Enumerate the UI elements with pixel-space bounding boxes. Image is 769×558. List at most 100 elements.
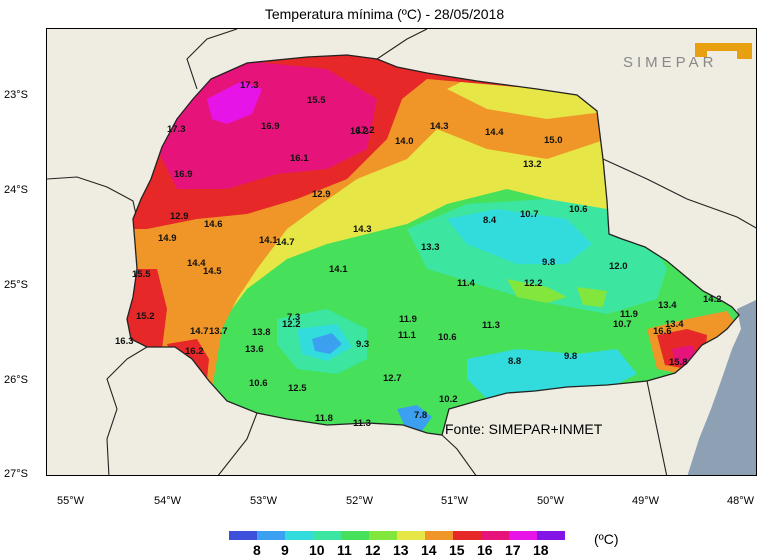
station-value: 14.4 xyxy=(485,127,504,138)
station-value: 13.4 xyxy=(658,300,677,311)
station-value: 11.3 xyxy=(482,320,500,331)
station-value: 9.3 xyxy=(356,339,369,350)
legend-label: 11 xyxy=(337,542,352,558)
station-value: 11.4 xyxy=(457,278,476,289)
lon-label: 51°W xyxy=(441,495,469,507)
lon-label: 50°W xyxy=(537,495,565,507)
lon-label: 49°W xyxy=(632,495,660,507)
station-value: 11.9 xyxy=(399,314,417,325)
station-value: 16.1 xyxy=(290,153,309,164)
station-value: 13.6 xyxy=(245,344,264,355)
station-value: 14.6 xyxy=(204,219,223,230)
legend-label: 8 xyxy=(253,542,261,558)
station-value: 9.8 xyxy=(542,257,555,268)
station-value: 17.3 xyxy=(240,80,259,91)
lon-label: 55°W xyxy=(57,495,85,507)
station-value: 14.2 xyxy=(703,294,722,305)
station-value: 16.6 xyxy=(653,326,672,337)
station-value: 14.4 xyxy=(187,258,206,269)
lat-label: 26°S xyxy=(4,374,28,386)
station-value: 15.2 xyxy=(136,311,155,322)
legend-label: 13 xyxy=(393,542,409,558)
station-value: 15.5 xyxy=(307,95,326,106)
legend-label: 18 xyxy=(533,542,549,558)
station-value: 14.0 xyxy=(395,136,414,147)
station-value: 11.8 xyxy=(315,413,333,424)
color-legend xyxy=(229,531,565,540)
lat-label: 27°S xyxy=(4,468,28,480)
station-value: 14.1 xyxy=(259,235,278,246)
station-value: 16.2 xyxy=(350,126,369,137)
legend-label: 16 xyxy=(477,542,493,558)
lat-label: 23°S xyxy=(4,89,28,101)
legend-swatch xyxy=(453,531,481,540)
station-value: 14.1 xyxy=(329,264,348,275)
legend-swatch xyxy=(285,531,313,540)
map-panel: SIMEPAR 17.3 15.5 17.3 16.9 16.2 14.3 14… xyxy=(46,28,757,476)
station-value: 10.6 xyxy=(249,378,268,389)
lon-label: 48°W xyxy=(727,495,755,507)
station-value: 10.6 xyxy=(569,204,588,215)
station-value: 14.7 xyxy=(276,237,295,248)
station-value: 13.4 xyxy=(665,319,684,330)
legend-label: 14 xyxy=(421,542,437,558)
legend-label: 9 xyxy=(281,542,289,558)
station-value: 14.5 xyxy=(203,266,222,277)
station-value: 7.8 xyxy=(414,410,427,421)
station-value: 11.9 xyxy=(620,309,638,320)
station-value: 16.2 xyxy=(185,346,204,357)
station-value: 13.8 xyxy=(252,327,271,338)
station-value: 10.6 xyxy=(438,332,457,343)
station-value: 12.0 xyxy=(609,261,628,272)
legend-swatch xyxy=(313,531,341,540)
station-value: 14.3 xyxy=(353,224,372,235)
legend-label: 10 xyxy=(309,542,325,558)
legend-label: 17 xyxy=(505,542,521,558)
station-value: 16.9 xyxy=(174,169,193,180)
station-value: 13.2 xyxy=(523,159,542,170)
legend-swatch xyxy=(397,531,425,540)
station-value: 7.3 xyxy=(287,312,300,323)
station-value: 15.0 xyxy=(544,135,563,146)
legend-label: 15 xyxy=(449,542,465,558)
lon-label: 54°W xyxy=(154,495,182,507)
lon-label: 53°W xyxy=(250,495,278,507)
legend-label: 12 xyxy=(365,542,381,558)
lat-label: 25°S xyxy=(4,279,28,291)
temperature-map: SIMEPAR 17.3 15.5 17.3 16.9 16.2 14.3 14… xyxy=(47,29,756,475)
legend-swatch xyxy=(229,531,257,540)
station-value: 10.2 xyxy=(439,394,458,405)
station-value: 8.4 xyxy=(483,215,497,226)
station-value: 12.9 xyxy=(170,211,189,222)
logo-text: SIMEPAR xyxy=(623,54,717,71)
lon-label: 52°W xyxy=(346,495,374,507)
station-value: 12.9 xyxy=(312,189,331,200)
station-value: 11.1 xyxy=(398,330,417,341)
station-value: 11.3 xyxy=(353,418,371,429)
station-value: 15.8 xyxy=(669,357,688,368)
legend-swatch xyxy=(509,531,537,540)
legend-swatch xyxy=(481,531,509,540)
source-label: Fonte: SIMEPAR+INMET xyxy=(445,421,603,437)
station-value: 13.7 xyxy=(209,326,228,337)
map-title: Temperatura mínima (ºC) - 28/05/2018 xyxy=(264,6,505,22)
station-value: 15.5 xyxy=(132,269,151,280)
station-value: 10.7 xyxy=(613,319,632,330)
station-value: 14.9 xyxy=(158,233,177,244)
legend-swatch xyxy=(257,531,285,540)
legend-swatch xyxy=(369,531,397,540)
station-value: 14.7 xyxy=(190,326,209,337)
simepar-logo: SIMEPAR xyxy=(623,43,752,71)
legend-swatch xyxy=(341,531,369,540)
station-values: 17.3 15.5 17.3 16.9 16.2 14.3 14.4 15.0 … xyxy=(115,80,722,429)
station-value: 9.8 xyxy=(564,351,577,362)
legend-unit: (ºC) xyxy=(594,531,619,547)
lat-label: 24°S xyxy=(4,184,28,196)
legend-swatch xyxy=(425,531,453,540)
legend-swatch xyxy=(537,531,565,540)
station-value: 13.3 xyxy=(421,242,440,253)
station-value: 12.2 xyxy=(524,278,543,289)
station-value: 17.2 xyxy=(356,125,375,136)
station-value: 10.7 xyxy=(520,209,539,220)
station-value: 12.2 xyxy=(282,319,301,330)
